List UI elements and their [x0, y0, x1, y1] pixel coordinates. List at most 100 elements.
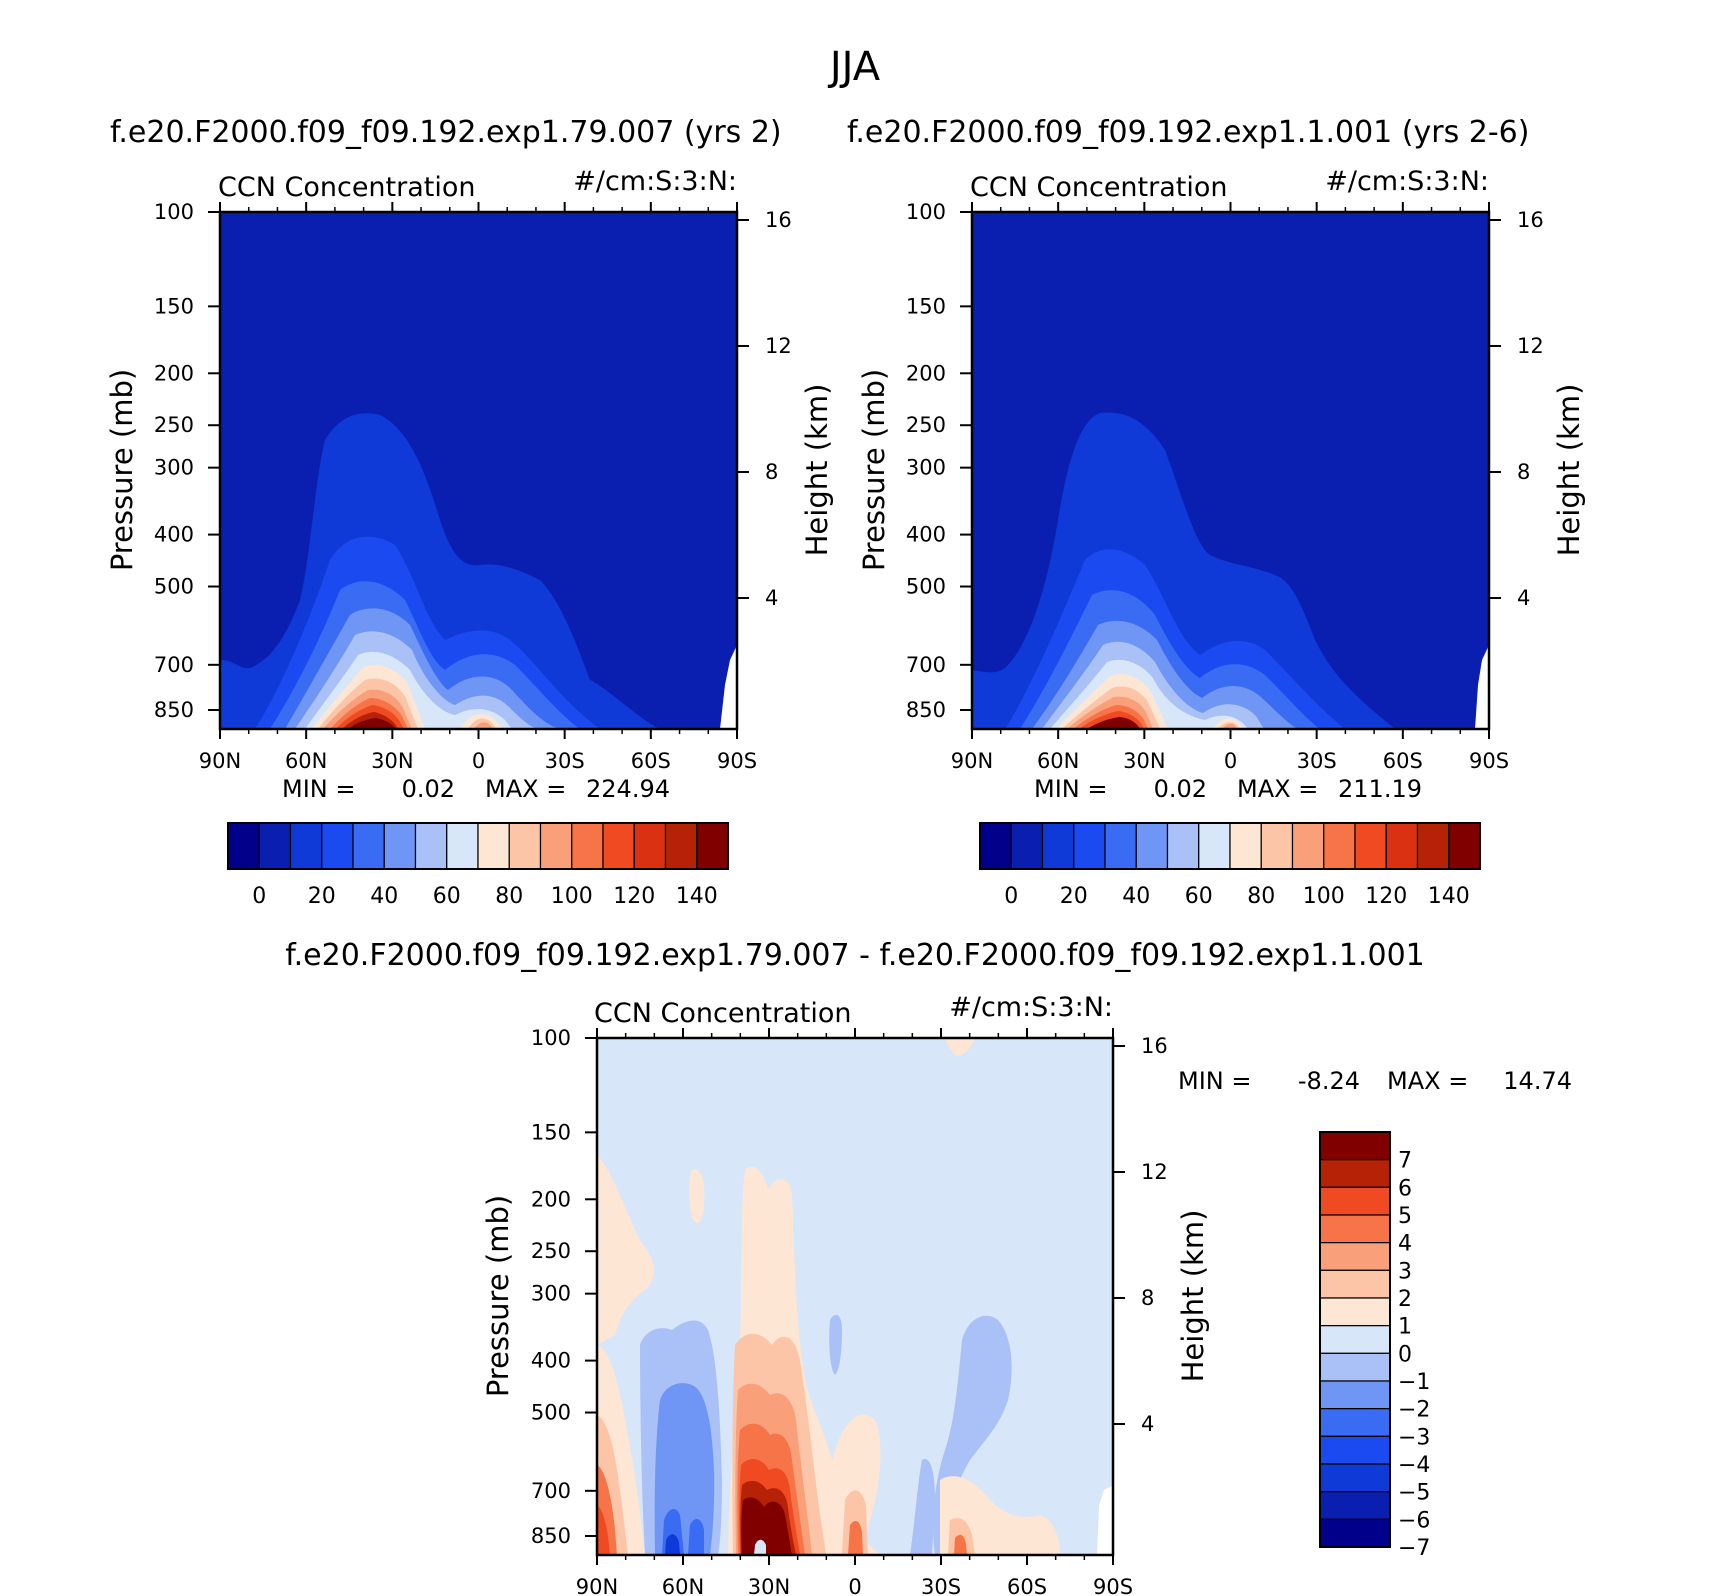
x-tick-label: 60N: [1037, 749, 1079, 773]
bottom-title: f.e20.F2000.f09_f09.192.exp1.79.007 - f.…: [285, 938, 1425, 973]
colorbar-label: 80: [495, 884, 523, 909]
colorbar-box: [1319, 1380, 1391, 1410]
panel-left: CCN Concentration #/cm:S:3:N: Pressure (…: [105, 166, 834, 909]
x-tick-label: 30N: [748, 1575, 790, 1596]
min-label: MIN =: [1034, 775, 1107, 803]
x-tick-label: 90N: [576, 1575, 618, 1596]
colorbar-box: [258, 822, 292, 870]
colorbar-frame: [1319, 1131, 1391, 1548]
y-tick-label: 500: [154, 575, 194, 599]
x-tick-label: 60N: [285, 749, 327, 773]
y-right-tick-label: 12: [765, 334, 792, 358]
colorbar-label: 2: [1398, 1287, 1412, 1312]
colorbar-label: −2: [1398, 1398, 1430, 1423]
x-tick-label: 90S: [1469, 749, 1509, 773]
axes: 90N 60N 30N 0 30S 60S 90S 100 150 200 250 300 400 500…: [906, 200, 1544, 773]
colorbar-box: [571, 822, 604, 870]
colorbar-box: [383, 822, 417, 870]
colorbar-label: −7: [1398, 1536, 1430, 1561]
y-right-tick-label: 16: [1141, 1034, 1168, 1058]
colorbar-box: [1385, 822, 1419, 870]
colorbar-box: [1319, 1491, 1391, 1520]
pos-small-blob: [689, 1169, 705, 1224]
colorbar-label: 120: [613, 884, 655, 909]
y-tick-label: 700: [906, 653, 946, 677]
y-right-axis-label: Height (km): [1552, 384, 1586, 557]
y-right-tick-label: 4: [1517, 586, 1530, 610]
colorbar-box: [1416, 822, 1450, 870]
x-tick-label: 30S: [1297, 749, 1337, 773]
colorbar-box: [1319, 1463, 1391, 1493]
pos-center-hole: [754, 1539, 766, 1555]
min-label: MIN =: [1178, 1067, 1251, 1095]
y-tick-label: 400: [531, 1349, 571, 1373]
colorbar-frame: [979, 822, 1481, 870]
colorbar-label: 6: [1398, 1176, 1412, 1201]
colorbar-box: [539, 822, 573, 870]
y-tick-label: 850: [531, 1524, 571, 1548]
x-tick-label: 30S: [545, 749, 585, 773]
max-label: MAX =: [1387, 1067, 1468, 1095]
panel-difference: CCN Concentration #/cm:S:3:N: Pressure (…: [481, 992, 1572, 1596]
missing-data-wedge: [720, 645, 737, 729]
colorbar-label: 100: [551, 884, 593, 909]
colorbar: 76 5 43 2 10 −1 −2−3 −4 −5−6 −7: [1319, 1131, 1430, 1561]
colorbar-box: [602, 822, 635, 870]
top-left-title: f.e20.F2000.f09_f09.192.exp1.79.007 (yrs…: [110, 115, 782, 150]
y-tick-label: 300: [906, 456, 946, 480]
y-tick-label: 100: [531, 1026, 571, 1050]
y-tick-label: 200: [531, 1187, 571, 1211]
colorbar-frame: [227, 822, 729, 870]
y-right-tick-label: 8: [765, 460, 778, 484]
colorbar-box: [446, 822, 479, 870]
x-tick-label: 90N: [199, 749, 241, 773]
y-right-tick-label: 8: [1517, 460, 1530, 484]
colorbar-label: −3: [1398, 1425, 1430, 1450]
colorbar-box: [321, 822, 354, 870]
colorbar-box: [979, 822, 1012, 870]
colorbar-box: [289, 822, 323, 870]
panel-title-left: CCN Concentration: [218, 172, 476, 203]
colorbar-label: −4: [1398, 1453, 1430, 1478]
colorbar-box: [1229, 822, 1262, 870]
y-tick-label: 850: [154, 698, 194, 722]
colorbar-box: [1323, 822, 1356, 870]
neg-right-lower: [910, 1459, 935, 1555]
max-label: MAX =: [485, 775, 566, 803]
colorbar-box: [1291, 822, 1325, 870]
min-value: 0.02: [402, 775, 455, 803]
colorbar-box: [1448, 822, 1481, 870]
contour-140: [348, 718, 396, 729]
colorbar-box: [1319, 1352, 1391, 1382]
x-tick-label: 30S: [921, 1575, 961, 1596]
y-tick-label: 400: [154, 523, 194, 547]
panel-title-left: CCN Concentration: [970, 172, 1228, 203]
y-axis-label: Pressure (mb): [105, 369, 139, 571]
panel-title-right: #/cm:S:3:N:: [573, 166, 737, 197]
max-value: 211.19: [1338, 775, 1422, 803]
colorbar-box: [477, 822, 510, 870]
x-tick-label: 60S: [1007, 1575, 1047, 1596]
panel-right: CCN Concentration #/cm:S:3:N: Pressure (…: [857, 166, 1586, 909]
y-tick-label: 150: [154, 294, 194, 318]
min-label: MIN =: [282, 775, 355, 803]
y-tick-label: 250: [906, 413, 946, 437]
axes: 90N 60N 30N 0 30S 60S 90S 100 150 200 250 300 400 500…: [154, 200, 792, 773]
colorbar-box: [1319, 1131, 1391, 1161]
colorbar-box: [1260, 822, 1294, 870]
colorbar-box: [1319, 1269, 1391, 1299]
x-tick-label: 90S: [1093, 1575, 1133, 1596]
neg-mid-blob: [829, 1314, 842, 1375]
colorbar-label: 140: [676, 884, 718, 909]
y-right-tick-label: 12: [1141, 1160, 1168, 1184]
x-tick-label: 30N: [1123, 749, 1165, 773]
colorbar-box: [1354, 822, 1387, 870]
colorbar-label: −1: [1398, 1370, 1430, 1395]
y-tick-label: 200: [906, 361, 946, 385]
pos-center-core: [741, 1497, 792, 1555]
x-tick-label: 90S: [717, 749, 757, 773]
pos-low-mid-2: [848, 1520, 967, 1555]
colorbar-label: 80: [1247, 884, 1275, 909]
colorbar-label: −5: [1398, 1481, 1430, 1506]
